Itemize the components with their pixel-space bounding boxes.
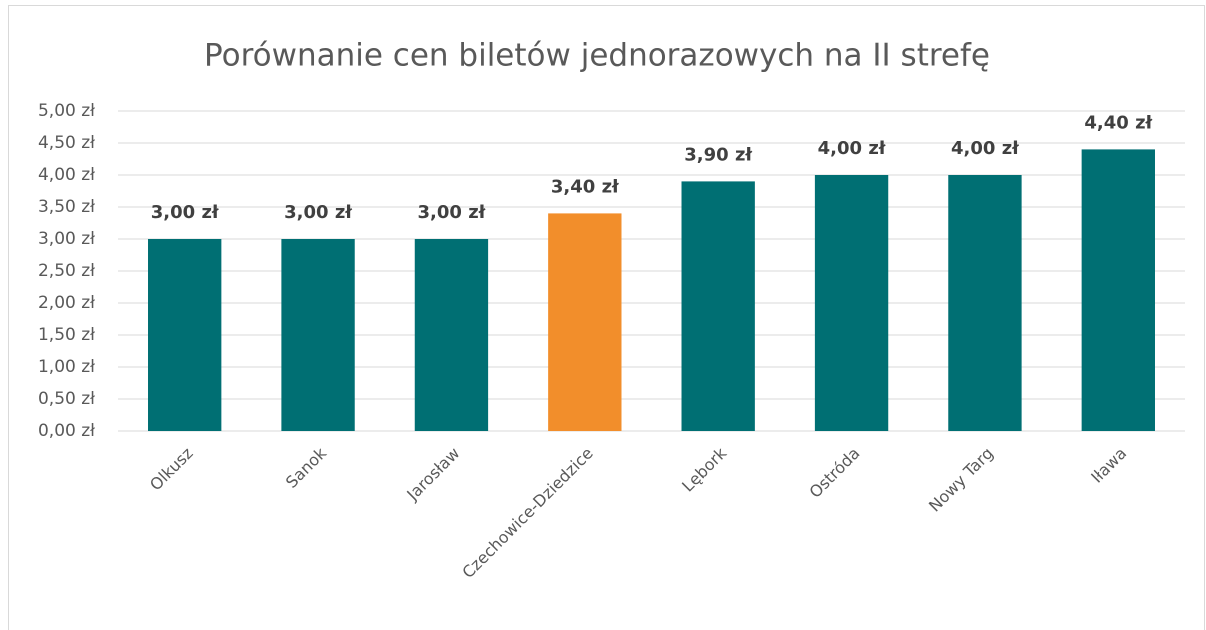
bar bbox=[1081, 149, 1155, 431]
bar bbox=[814, 175, 889, 431]
data-label: 3,00 zł bbox=[151, 202, 220, 223]
y-tick-label: 4,00 zł bbox=[38, 165, 95, 185]
data-label: 4,00 zł bbox=[818, 138, 887, 159]
y-tick-label: 2,00 zł bbox=[38, 293, 95, 313]
y-tick-label: 3,00 zł bbox=[38, 229, 95, 249]
y-tick-label: 5,00 zł bbox=[38, 101, 95, 121]
bar bbox=[414, 239, 489, 431]
y-tick-label: 4,50 zł bbox=[38, 133, 95, 153]
y-tick-label: 3,50 zł bbox=[38, 197, 95, 217]
y-tick-label: 1,50 zł bbox=[38, 325, 95, 345]
chart-title: Porównanie cen biletów jednorazowych na … bbox=[204, 38, 990, 74]
y-tick-label: 2,50 zł bbox=[38, 261, 95, 281]
data-label: 4,00 zł bbox=[951, 138, 1020, 159]
data-label: 4,40 zł bbox=[1084, 112, 1153, 133]
bar bbox=[281, 239, 355, 431]
bar bbox=[681, 181, 755, 431]
y-tick-label: 0,00 zł bbox=[38, 421, 95, 441]
data-label: 3,00 zł bbox=[284, 202, 353, 223]
bar bbox=[548, 213, 622, 431]
bar bbox=[948, 175, 1022, 431]
y-tick-label: 0,50 zł bbox=[38, 389, 95, 409]
bar bbox=[148, 239, 222, 431]
data-label: 3,90 zł bbox=[684, 144, 753, 165]
data-label: 3,00 zł bbox=[418, 202, 487, 223]
y-tick-label: 1,00 zł bbox=[38, 357, 95, 377]
data-label: 3,40 zł bbox=[551, 176, 620, 197]
